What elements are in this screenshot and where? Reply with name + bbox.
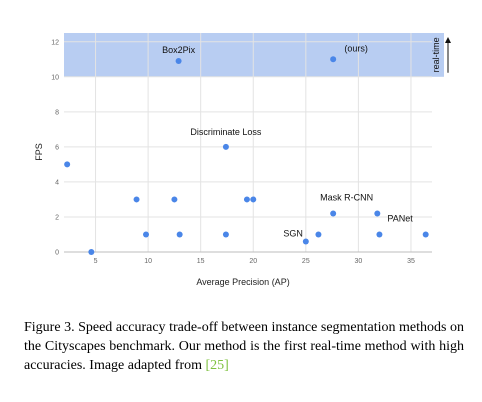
x-tick-label: 20 — [249, 258, 257, 265]
x-axis-title: Average Precision (AP) — [196, 277, 289, 287]
y-tick-label: 10 — [51, 74, 59, 81]
data-point — [315, 231, 322, 238]
data-point — [374, 210, 381, 217]
caption-text: Figure 3. Speed accuracy trade-off betwe… — [24, 320, 464, 373]
data-point — [171, 196, 178, 203]
x-tick-label: 10 — [144, 258, 152, 265]
data-point — [376, 231, 383, 238]
point-annotation: Discriminate Loss — [190, 127, 262, 137]
data-point — [222, 143, 229, 150]
y-tick-label: 8 — [55, 109, 59, 116]
realtime-label: real-time — [431, 37, 441, 72]
data-point — [222, 231, 229, 238]
data-point — [176, 231, 183, 238]
data-point — [302, 238, 309, 245]
y-tick-label: 2 — [55, 214, 59, 221]
figure-caption: Figure 3. Speed accuracy trade-off betwe… — [24, 318, 464, 375]
data-point — [88, 249, 95, 255]
data-point — [133, 196, 140, 203]
y-tick-label: 6 — [55, 144, 59, 151]
data-point — [250, 196, 257, 203]
data-point — [243, 196, 250, 203]
x-tick-label: 25 — [302, 258, 310, 265]
scatter-chart: real-time 0 2 4 6 8 10 12 5 10 15 20 25 30 35 Box2Pix… — [34, 33, 451, 287]
realtime-arrowhead-icon — [445, 37, 451, 43]
point-annotation: PANet — [387, 213, 413, 223]
citation-link[interactable]: [25] — [205, 358, 229, 373]
point-annotation: Mask R-CNN — [320, 192, 373, 202]
x-tick-label: 35 — [407, 258, 415, 265]
data-point — [330, 210, 337, 217]
point-annotation: SGN — [283, 228, 303, 238]
data-point — [330, 56, 337, 63]
realtime-region — [64, 33, 444, 77]
y-tick-label: 4 — [55, 179, 59, 186]
data-point — [422, 231, 429, 238]
y-axis-title: FPS — [34, 143, 44, 161]
y-tick-label: 12 — [51, 39, 59, 46]
data-point — [64, 161, 71, 168]
x-tick-label: 30 — [355, 258, 363, 265]
point-annotation: Box2Pix — [162, 45, 196, 55]
x-tick-label: 15 — [197, 258, 205, 265]
point-annotation: (ours) — [344, 43, 368, 53]
y-tick-label: 0 — [55, 250, 59, 257]
data-point — [175, 58, 182, 65]
data-point — [143, 231, 150, 238]
x-tick-label: 5 — [94, 258, 98, 265]
